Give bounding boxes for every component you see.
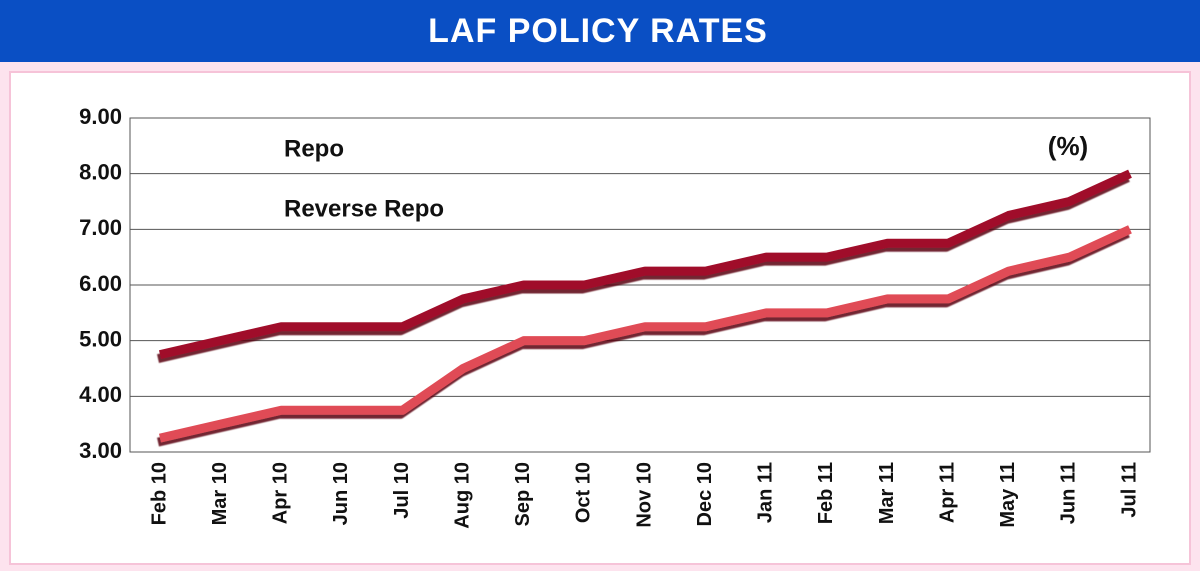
y-tick-label: 5.00 [79,326,122,351]
series-line [158,225,1132,443]
chart-title: LAF POLICY RATES [428,12,768,50]
x-tick-label: May 11 [997,462,1019,528]
x-tick-label: Jul 10 [391,462,413,519]
x-tick-label: Jan 11 [755,462,777,523]
series-line [158,169,1132,359]
x-tick-label: Dec 10 [694,462,716,527]
x-tick-label: Sep 10 [512,462,534,526]
y-tick-label: 8.00 [79,159,122,184]
legend-label: Reverse Repo [284,195,444,222]
x-tick-label: Jun 11 [1058,462,1080,524]
y-tick-label: 4.00 [79,382,122,407]
y-tick-label: 6.00 [79,271,122,296]
y-tick-label: 9.00 [79,104,122,129]
x-tick-label: Apr 11 [936,462,958,523]
legend-label: Repo [284,135,344,162]
x-tick-label: Feb 10 [148,462,170,525]
x-tick-label: Mar 11 [876,462,898,524]
x-tick-label: Feb 11 [815,462,837,524]
unit-annotation: (%) [1048,131,1088,161]
x-tick-label: Jun 10 [330,462,352,525]
y-tick-label: 7.00 [79,215,122,240]
x-tick-label: Mar 10 [209,462,231,525]
x-tick-label: Nov 10 [633,462,655,528]
x-tick-label: Aug 10 [451,462,473,529]
y-tick-label: 3.00 [79,438,122,463]
x-tick-label: Jul 11 [1118,462,1140,518]
x-tick-label: Oct 10 [573,462,595,523]
x-tick-label: Apr 10 [270,462,292,524]
title-bar [0,0,1200,62]
